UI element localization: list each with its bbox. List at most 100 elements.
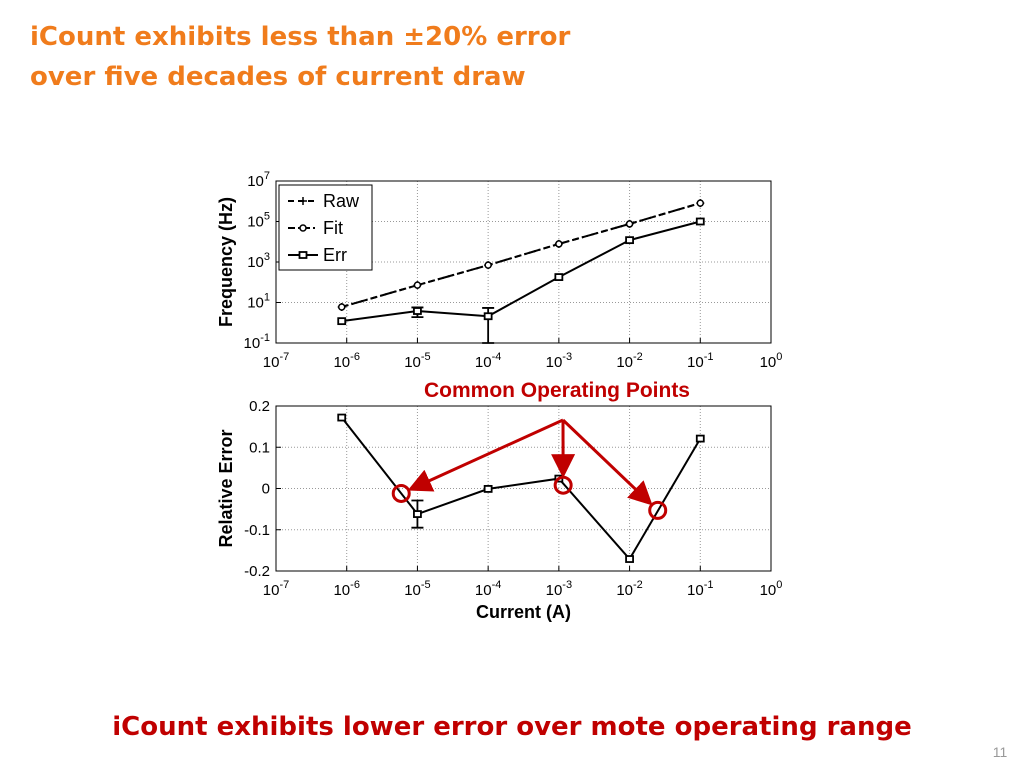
point xyxy=(483,485,493,493)
x-tick-label: 10-2 xyxy=(616,579,642,599)
x-tick-label: 100 xyxy=(760,351,783,371)
point xyxy=(696,199,705,207)
axes-frame xyxy=(275,405,772,572)
axes-frame xyxy=(275,180,772,344)
x-tick-label: 10-5 xyxy=(404,579,430,599)
x-tick-label-base: 10 xyxy=(333,354,350,371)
y-tick-label-base: 10 xyxy=(247,214,264,231)
point xyxy=(413,510,422,518)
x-tick-label: 10-4 xyxy=(475,579,501,599)
x-tick-label-base: 10 xyxy=(616,582,633,599)
annotation-arrow xyxy=(407,418,564,492)
x-tick-label-base: 10 xyxy=(404,582,421,599)
page-number: 11 xyxy=(993,744,1008,760)
legend-marker xyxy=(298,251,308,259)
x-tick-label-base: 10 xyxy=(616,354,633,371)
y-tick-label: 0.2 xyxy=(249,398,270,415)
x-tick-label: 100 xyxy=(760,579,783,599)
x-tick-label: 10-3 xyxy=(546,579,572,599)
x-tick-label: 10-4 xyxy=(475,351,501,371)
x-tick-label-base: 10 xyxy=(333,582,350,599)
x-tick-label-exponent: -4 xyxy=(492,351,502,363)
point xyxy=(337,413,347,422)
x-tick-label-base: 10 xyxy=(760,354,777,371)
y-tick-label-base: 10 xyxy=(247,173,264,190)
y-tick-label-exponent: 5 xyxy=(264,211,270,223)
point xyxy=(413,307,422,315)
x-tick-label-base: 10 xyxy=(760,582,777,599)
y-tick-label-exponent: 3 xyxy=(264,251,270,263)
x-tick-label-base: 10 xyxy=(687,354,704,371)
x-tick-label: 10-1 xyxy=(687,351,713,371)
series-line xyxy=(340,416,702,561)
x-tick-label: 10-3 xyxy=(546,351,572,371)
highlight-circle xyxy=(648,500,668,520)
x-tick-label-exponent: -2 xyxy=(633,351,643,363)
point xyxy=(554,273,564,281)
x-tick-label: 10-6 xyxy=(333,351,359,371)
y-axis-label: Relative Error xyxy=(216,429,236,547)
x-tick-label-exponent: -7 xyxy=(279,351,289,363)
y-tick-label-exponent: -1 xyxy=(260,332,270,344)
x-tick-label-base: 10 xyxy=(404,354,421,371)
x-tick-label-exponent: -1 xyxy=(704,351,714,363)
x-tick-label-base: 10 xyxy=(546,582,563,599)
legend-label: Fit xyxy=(323,218,343,238)
point xyxy=(484,261,492,269)
y-tick-label: 0 xyxy=(262,481,270,498)
x-tick-label-exponent: -6 xyxy=(350,351,360,363)
x-axis-label: Current (A) xyxy=(476,602,571,622)
x-tick-label-base: 10 xyxy=(263,582,280,599)
series-line xyxy=(341,202,701,308)
slide-title: iCount exhibits less than ±20% error xyxy=(30,22,570,52)
y-tick-label: 0.1 xyxy=(249,439,270,456)
x-tick-label-exponent: -5 xyxy=(421,579,431,591)
y-tick-label-base: 10 xyxy=(244,335,261,352)
x-tick-label: 10-7 xyxy=(263,351,289,371)
x-tick-label-exponent: 0 xyxy=(776,579,782,591)
x-tick-label-base: 10 xyxy=(475,354,492,371)
footer-text: iCount exhibits lower error over mote op… xyxy=(112,712,911,742)
y-tick-label-base: 10 xyxy=(247,254,264,271)
point xyxy=(625,555,634,563)
y-tick-label: -0.2 xyxy=(244,563,270,580)
x-tick-label-base: 10 xyxy=(687,582,704,599)
series-line xyxy=(341,220,701,323)
x-tick-label-exponent: -4 xyxy=(492,579,502,591)
y-tick-label-base: 10 xyxy=(247,295,264,312)
y-tick-label: 101 xyxy=(247,292,270,312)
point xyxy=(695,434,705,443)
y-tick-label: 107 xyxy=(247,170,270,190)
x-tick-label-exponent: -6 xyxy=(350,579,360,591)
highlight-circle xyxy=(553,475,573,495)
x-tick-label-base: 10 xyxy=(475,582,492,599)
x-tick-label: 10-6 xyxy=(333,579,359,599)
point xyxy=(337,317,347,326)
annotation-arrow xyxy=(561,418,653,506)
x-tick-label-exponent: -2 xyxy=(633,579,643,591)
x-tick-label-exponent: -5 xyxy=(421,351,431,363)
y-tick-label-exponent: 1 xyxy=(264,292,270,304)
point xyxy=(483,312,493,321)
x-tick-label-exponent: -3 xyxy=(562,579,572,591)
y-tick-label-exponent: 7 xyxy=(264,170,270,182)
highlight-circle xyxy=(391,483,411,503)
x-tick-label-exponent: -7 xyxy=(279,579,289,591)
point xyxy=(695,217,705,226)
x-tick-label: 10-1 xyxy=(687,579,713,599)
point xyxy=(413,281,422,289)
annotation: Common Operating Points xyxy=(424,379,690,402)
y-axis-label: Frequency (Hz) xyxy=(216,197,236,327)
y-tick-label: -0.1 xyxy=(244,522,270,539)
x-tick-label: 10-2 xyxy=(616,351,642,371)
x-tick-label: 10-7 xyxy=(263,579,289,599)
x-tick-label-exponent: -3 xyxy=(562,351,572,363)
x-tick-label-base: 10 xyxy=(263,354,280,371)
x-tick-label: 10-5 xyxy=(404,351,430,371)
slide-title: over five decades of current draw xyxy=(30,62,526,92)
point xyxy=(625,220,634,228)
point xyxy=(625,236,634,245)
point xyxy=(555,240,563,248)
x-tick-label-exponent: 0 xyxy=(776,351,782,363)
